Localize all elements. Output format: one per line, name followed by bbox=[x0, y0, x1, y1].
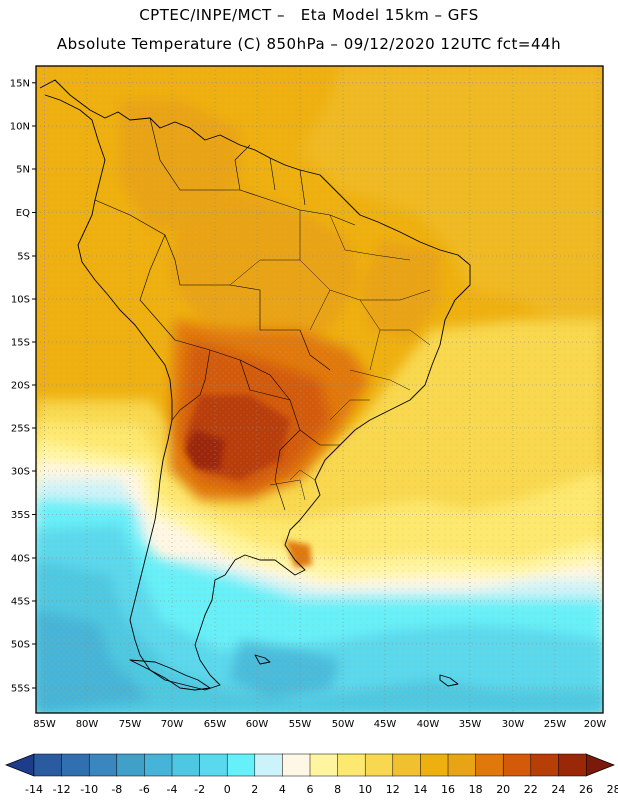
lon-label: 50W bbox=[332, 719, 355, 730]
colorbar-label: 20 bbox=[496, 783, 510, 796]
colorbar: -14 -12 -10 -8 -6 -4 -2 0 2 4 6 8 10 12 14 16 18 20 22 24 26… bbox=[5, 753, 618, 796]
colorbar-label: 18 bbox=[469, 783, 483, 796]
lon-label: 20W bbox=[584, 719, 607, 730]
colorbar-swatch bbox=[226, 753, 256, 777]
colorbar-label: 12 bbox=[386, 783, 400, 796]
lat-label: 20S bbox=[11, 381, 30, 392]
state-borders bbox=[229, 210, 431, 501]
latitude-labels: 15N 10N 5N EQ 5S 10S 15S 20S 25S 30S 35S… bbox=[10, 79, 30, 695]
temperature-field bbox=[36, 66, 603, 713]
colorbar-swatch bbox=[392, 753, 421, 777]
colorbar-swatch bbox=[364, 753, 394, 777]
colorbar-label: -4 bbox=[167, 783, 178, 796]
lon-label: 55W bbox=[289, 719, 312, 730]
field-texture bbox=[36, 66, 603, 713]
colorbar-label: -6 bbox=[139, 783, 150, 796]
lat-label: 5N bbox=[16, 165, 30, 176]
graticule bbox=[36, 66, 603, 713]
lat-label: 15S bbox=[11, 338, 30, 349]
colorbar-label: 24 bbox=[551, 783, 565, 796]
title-line-2: Absolute Temperature (C) 850hPa – 09/12/… bbox=[56, 35, 562, 53]
map-frame bbox=[35, 65, 604, 714]
lon-label: 80W bbox=[76, 719, 99, 730]
ticks bbox=[32, 82, 36, 689]
lon-label: 70W bbox=[161, 719, 184, 730]
colorbar-label: 4 bbox=[279, 783, 286, 796]
lat-label: 25S bbox=[11, 424, 30, 435]
colorbar-swatch bbox=[282, 753, 311, 777]
colorbar-label: 14 bbox=[413, 783, 427, 796]
lon-label: 65W bbox=[204, 719, 227, 730]
lon-label: 35W bbox=[459, 719, 482, 730]
colorbar-swatch bbox=[61, 753, 90, 777]
colorbar-label: 16 bbox=[441, 783, 455, 796]
coastlines bbox=[39, 79, 471, 691]
colorbar-swatch bbox=[502, 753, 532, 777]
colorbar-label: 22 bbox=[524, 783, 538, 796]
colorbar-label: 2 bbox=[251, 783, 258, 796]
colorbar-swatch bbox=[558, 753, 587, 777]
colorbar-label: 8 bbox=[334, 783, 341, 796]
colorbar-swatch bbox=[530, 753, 559, 777]
lat-label: 35S bbox=[11, 510, 30, 521]
colorbar-label: -14 bbox=[25, 783, 43, 796]
colorbar-swatch bbox=[254, 753, 283, 777]
lat-label: 15N bbox=[10, 79, 30, 90]
colorbar-swatch bbox=[447, 753, 477, 777]
colorbar-label: 26 bbox=[579, 783, 593, 796]
lat-label: 40S bbox=[11, 554, 30, 565]
longitude-labels: 85W 80W 75W 70W 65W 60W 55W 50W 45W 40W … bbox=[33, 719, 606, 730]
colorbar-label: 0 bbox=[224, 783, 231, 796]
colorbar-swatch bbox=[199, 753, 228, 777]
colorbar-swatch bbox=[144, 753, 173, 777]
title-line-1: CPTEC/INPE/MCT – Eta Model 15km – GFS bbox=[139, 6, 479, 24]
lon-label: 40W bbox=[417, 719, 440, 730]
lon-label: 60W bbox=[246, 719, 269, 730]
lon-label: 45W bbox=[374, 719, 397, 730]
colorbar-swatch bbox=[420, 753, 449, 777]
colorbar-swatch bbox=[475, 753, 504, 777]
colorbar-swatch bbox=[116, 753, 145, 777]
lat-label: 50S bbox=[11, 640, 30, 651]
colorbar-under-arrow bbox=[5, 753, 35, 777]
colorbar-swatch bbox=[33, 753, 63, 777]
lat-label: 30S bbox=[11, 467, 30, 478]
colorbar-label: 6 bbox=[307, 783, 314, 796]
colorbar-over-arrow bbox=[585, 753, 615, 777]
colorbar-label: 10 bbox=[358, 783, 372, 796]
lat-label: 45S bbox=[11, 597, 30, 608]
colorbar-swatch bbox=[88, 753, 118, 777]
colorbar-label: -10 bbox=[80, 783, 98, 796]
colorbar-swatch bbox=[309, 753, 339, 777]
colorbar-swatch bbox=[337, 753, 366, 777]
colorbar-label: -2 bbox=[194, 783, 205, 796]
colorbar-swatch bbox=[171, 753, 201, 777]
lon-label: 25W bbox=[544, 719, 567, 730]
colorbar-label: 28 bbox=[607, 783, 618, 796]
lat-label: 10N bbox=[10, 122, 30, 133]
lat-label: 10S bbox=[11, 295, 30, 306]
colorbar-label: -8 bbox=[111, 783, 122, 796]
lon-label: 75W bbox=[119, 719, 142, 730]
lat-label: 5S bbox=[17, 252, 30, 263]
lon-label: 85W bbox=[33, 719, 56, 730]
lat-label: 55S bbox=[11, 684, 30, 695]
lon-label: 30W bbox=[502, 719, 525, 730]
lat-label: EQ bbox=[16, 208, 30, 219]
colorbar-label: -12 bbox=[53, 783, 71, 796]
